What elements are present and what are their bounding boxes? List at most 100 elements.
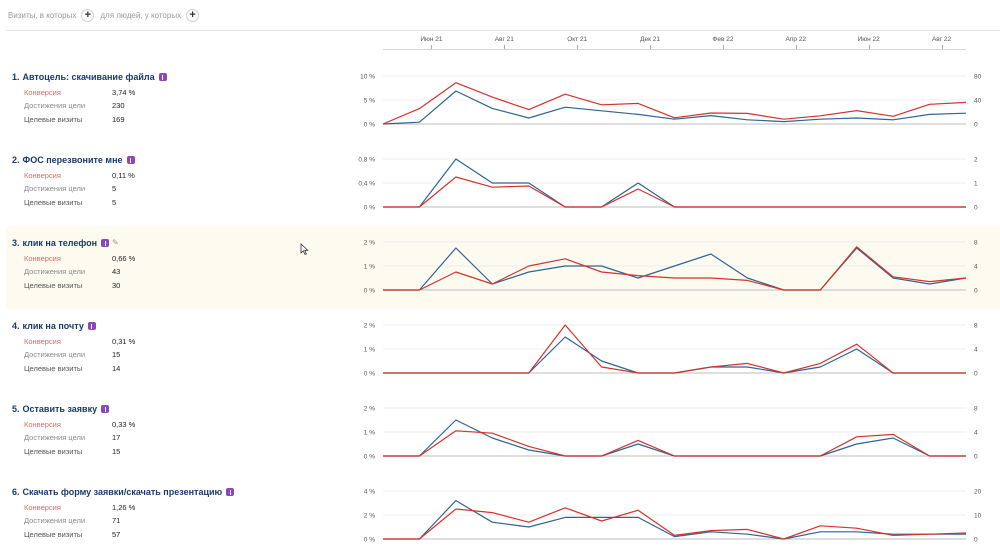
metric-label: Целевые визиты	[24, 530, 83, 539]
goal-title: 6. Скачать форму заявки/скачать презентац…	[12, 487, 235, 497]
goal-metric-visits: Целевые визиты 15	[24, 447, 120, 456]
right-axis-tick-label: 0	[974, 537, 978, 544]
add-visits-condition-button[interactable]: +	[81, 8, 95, 22]
time-axis-tick-label: Авг 21	[494, 36, 514, 43]
goal-info-icon[interactable]	[101, 239, 110, 247]
left-axis-tick-label: 2 %	[364, 513, 375, 520]
metric-label: Достижения цели	[24, 350, 86, 359]
goal-chart: 10 % 5 % 0 % 80 40 0	[360, 74, 981, 129]
right-axis-tick-label: 0	[974, 288, 978, 295]
goal-chart: 2 % 1 % 0 % 8 4 0	[364, 406, 978, 461]
metric-value: 14	[112, 364, 121, 373]
metric-label: Конверсия	[24, 337, 61, 346]
goal-number: 6.	[12, 487, 20, 497]
time-axis-tick-mark	[722, 45, 724, 49]
time-axis-tick-label: Фев 22	[712, 36, 734, 43]
goal-info-icon[interactable]	[158, 73, 167, 81]
goal-row: 1. Автоцель: скачивание файла Конверсия 3,7…	[6, 60, 1000, 143]
goal-info-icon[interactable]	[226, 488, 235, 496]
goal-info-icon[interactable]	[87, 322, 96, 330]
metric-value: 30	[112, 281, 121, 290]
time-axis-tick-label: Авг 22	[931, 36, 952, 43]
metric-value: 0,11 %	[112, 171, 135, 180]
goal-chart: 2 % 1 % 0 % 8 4 0	[364, 323, 978, 378]
left-axis-tick-label: 0 %	[364, 122, 375, 129]
goal-number: 3.	[12, 238, 20, 248]
right-axis-tick-label: 0	[974, 122, 978, 129]
goal-name-link[interactable]: Оставить заявку	[22, 404, 98, 414]
metric-value: 230	[112, 101, 125, 110]
right-axis-tick-label: 8	[974, 240, 978, 247]
metric-value: 0,66 %	[112, 254, 136, 263]
metric-label: Целевые визиты	[24, 447, 83, 456]
goal-chart: 0,8 % 0,4 % 0 % 2 1 0	[358, 157, 978, 212]
goal-metric-conversion: Конверсия 0,33 %	[24, 420, 135, 429]
visits-series-line	[383, 247, 967, 291]
visits-series-line	[383, 500, 966, 540]
goal-name-link[interactable]: клик на телефон	[22, 238, 98, 248]
goal-metric-visits: Целевые визиты 30	[24, 281, 120, 290]
time-axis-tick-mark	[504, 45, 506, 49]
goal-title: 2. ФОС перезвоните мне	[12, 155, 135, 165]
goal-metric-achievements: Достижения цели 17	[24, 433, 120, 442]
right-axis-tick-label: 2	[974, 157, 978, 164]
visits-series-line	[383, 336, 966, 374]
goal-row: 4. клик на почту Конверсия 0,31 % Достижения…	[6, 309, 1000, 392]
goal-name-link[interactable]: клик на почту	[22, 321, 84, 331]
metric-label: Конверсия	[24, 88, 61, 97]
metric-value: 3,74 %	[112, 88, 136, 97]
conversion-series-line	[383, 324, 966, 374]
goal-metric-achievements: Достижения цели 15	[24, 350, 120, 359]
goal-row: 5. Оставить заявку Конверсия 0,33 % Достижен…	[6, 392, 1000, 475]
metric-value: 5	[112, 198, 117, 207]
pencil-icon[interactable]: ✎	[112, 238, 119, 247]
left-axis-tick-label: 0 %	[364, 454, 375, 461]
metric-label: Достижения цели	[24, 516, 86, 525]
metric-label: Конверсия	[24, 503, 61, 512]
left-axis-tick-label: 2 %	[364, 323, 375, 330]
goal-name-link[interactable]: Скачать форму заявки/скачать презентацию	[22, 487, 223, 497]
right-axis-tick-label: 0	[974, 454, 978, 461]
right-axis-tick-label: 4	[974, 430, 978, 437]
goal-chart: 2 % 1 % 0 % 8 4 0	[364, 240, 978, 295]
time-axis: Июн 21 Авг 21 Окт 21 Дек 21 Фев 22 Апр 22 Июн …	[0, 36, 1000, 50]
goal-metric-visits: Целевые визиты 5	[24, 198, 116, 207]
conversion-series-line	[383, 246, 967, 291]
metric-label: Целевые визиты	[24, 281, 83, 290]
left-axis-tick-label: 0 %	[364, 205, 375, 212]
goal-metric-conversion: Конверсия 1,26 %	[24, 503, 135, 512]
metric-value: 71	[112, 516, 121, 525]
goal-number: 4.	[12, 321, 20, 331]
goal-chart: 4 % 2 % 0 % 20 10 0	[364, 489, 982, 544]
left-axis-tick-label: 1 %	[364, 264, 375, 271]
right-axis-tick-label: 10	[974, 513, 982, 520]
add-people-condition-button[interactable]: +	[186, 8, 200, 22]
right-axis-tick-label: 20	[974, 489, 982, 496]
conversion-series-line	[383, 507, 967, 540]
goal-metric-conversion: Конверсия 3,74 %	[24, 88, 135, 97]
time-axis-tick-mark	[795, 45, 797, 49]
metric-label: Достижения цели	[24, 267, 86, 276]
segment-filter-bar: Визиты, в которых + для людей, у которых…	[0, 0, 1000, 30]
goal-metric-visits: Целевые визиты 169	[24, 115, 125, 124]
right-axis-tick-label: 4	[974, 347, 978, 354]
metric-label: Достижения цели	[24, 433, 86, 442]
goal-row: 3. клик на телефон ✎ Конверсия 0,66 % Достиже…	[6, 226, 1000, 309]
goal-name-link[interactable]: ФОС перезвоните мне	[22, 155, 123, 165]
goal-title: 3. клик на телефон ✎	[12, 238, 120, 248]
goal-metric-achievements: Достижения цели 5	[24, 184, 116, 193]
metric-value: 0,33 %	[112, 420, 136, 429]
left-axis-tick-label: 0,4 %	[358, 181, 375, 188]
goal-name-link[interactable]: Автоцель: скачивание файла	[22, 72, 155, 82]
metric-label: Конверсия	[24, 254, 61, 263]
goal-title: 1. Автоцель: скачивание файла	[12, 72, 167, 82]
metric-label: Целевые визиты	[24, 364, 83, 373]
visits-series-line	[383, 419, 966, 457]
goal-info-icon[interactable]	[126, 156, 135, 164]
visits-series-line	[382, 90, 967, 125]
right-axis-tick-label: 80	[974, 74, 982, 81]
goal-metric-achievements: Достижения цели 43	[24, 267, 120, 276]
time-axis-tick-label: Июн 22	[857, 36, 880, 43]
goal-info-icon[interactable]	[101, 405, 110, 413]
